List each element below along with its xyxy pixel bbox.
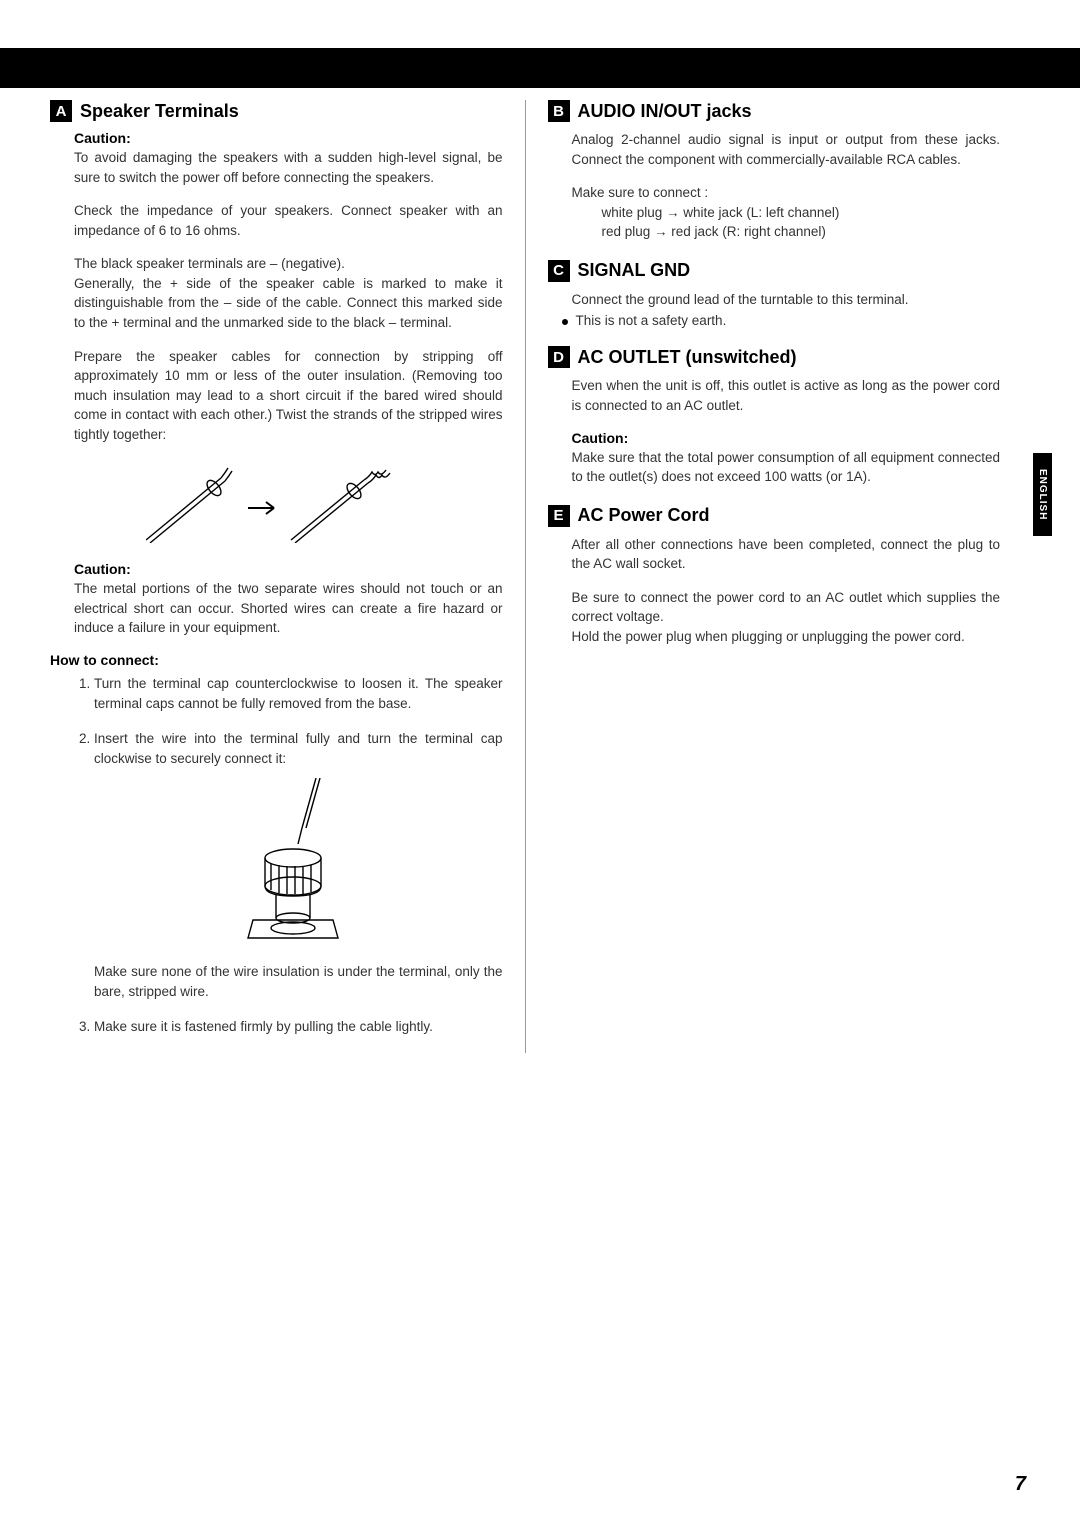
section-c-header: C SIGNAL GND <box>548 260 1001 282</box>
section-a-p4: Generally, the + side of the speaker cab… <box>74 274 503 333</box>
section-a-p2: Check the impedance of your speakers. Co… <box>74 201 503 240</box>
letter-box-c: C <box>548 260 570 282</box>
right-column: B AUDIO IN/OUT jacks Analog 2-channel au… <box>526 100 1001 1053</box>
caution-label-d: Caution: <box>572 430 1001 446</box>
letter-box-a: A <box>50 100 72 122</box>
how-to-connect-label: How to connect: <box>50 652 503 668</box>
section-e-p3: Hold the power plug when plugging or unp… <box>572 627 1001 647</box>
section-b-p1: Analog 2-channel audio signal is input o… <box>572 130 1001 169</box>
section-e-p2: Be sure to connect the power cord to an … <box>572 588 1001 627</box>
section-a-title: Speaker Terminals <box>80 101 239 122</box>
step-2: Insert the wire into the terminal fully … <box>94 729 503 1001</box>
letter-box-d: D <box>548 346 570 368</box>
bullet-dot-icon <box>562 319 568 325</box>
step-2-text: Insert the wire into the terminal fully … <box>94 731 503 766</box>
caution-label-1: Caution: <box>74 130 503 146</box>
terminal-illustration <box>238 778 358 948</box>
section-a-p6: The metal portions of the two separate w… <box>74 579 503 638</box>
content-area: A Speaker Terminals Caution: To avoid da… <box>50 100 1000 1053</box>
wire-twist-illustration <box>146 458 406 543</box>
section-d-p2: Make sure that the total power consumpti… <box>572 448 1001 487</box>
section-a-header: A Speaker Terminals <box>50 100 503 122</box>
section-d-header: D AC OUTLET (unswitched) <box>548 346 1001 368</box>
section-b-header: B AUDIO IN/OUT jacks <box>548 100 1001 122</box>
section-b-p2: Make sure to connect : <box>572 183 1001 203</box>
header-black-band <box>0 48 1080 88</box>
section-a-p3: The black speaker terminals are – (negat… <box>74 254 503 274</box>
step-3: Make sure it is fastened firmly by pulli… <box>94 1017 503 1037</box>
connection-steps: Turn the terminal cap counterclockwise t… <box>74 674 503 1037</box>
section-d-title: AC OUTLET (unswitched) <box>578 347 797 368</box>
section-a-p1: To avoid damaging the speakers with a su… <box>74 148 503 187</box>
caution-label-2: Caution: <box>74 561 503 577</box>
section-c-bullet: This is not a safety earth. <box>562 313 1001 328</box>
section-b-title: AUDIO IN/OUT jacks <box>578 101 752 122</box>
section-d-p1: Even when the unit is off, this outlet i… <box>572 376 1001 415</box>
section-c-title: SIGNAL GND <box>578 260 691 281</box>
step-2-after: Make sure none of the wire insulation is… <box>94 962 503 1001</box>
step-1: Turn the terminal cap counterclockwise t… <box>94 674 503 713</box>
letter-box-b: B <box>548 100 570 122</box>
language-tab: ENGLISH <box>1033 453 1052 536</box>
section-b-p3b: red plug → red jack (R: right channel) <box>602 222 1001 242</box>
section-b-p3a: white plug → white jack (L: left channel… <box>602 203 1001 223</box>
section-a-p5: Prepare the speaker cables for connectio… <box>74 347 503 445</box>
section-c-bullet-text: This is not a safety earth. <box>576 313 727 328</box>
left-column: A Speaker Terminals Caution: To avoid da… <box>50 100 525 1053</box>
letter-box-e: E <box>548 505 570 527</box>
page-number: 7 <box>1015 1473 1026 1496</box>
section-e-header: E AC Power Cord <box>548 505 1001 527</box>
section-c-p1: Connect the ground lead of the turntable… <box>572 290 1001 310</box>
section-e-title: AC Power Cord <box>578 505 710 526</box>
section-e-p1: After all other connections have been co… <box>572 535 1001 574</box>
